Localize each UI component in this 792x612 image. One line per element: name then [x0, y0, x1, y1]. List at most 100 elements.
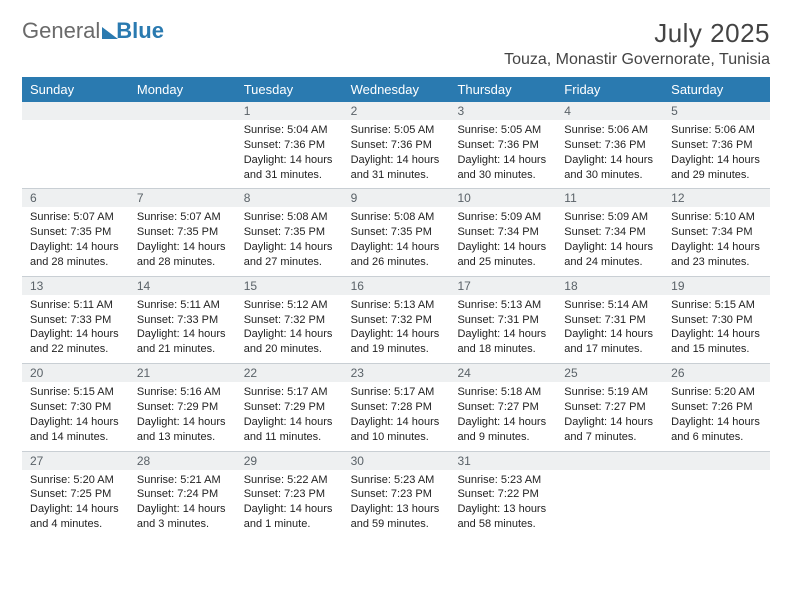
- sunrise-text: Sunrise: 5:15 AM: [30, 385, 121, 400]
- day-number: 19: [663, 277, 770, 295]
- calendar-cell: [22, 102, 129, 188]
- calendar-cell: 23Sunrise: 5:17 AMSunset: 7:28 PMDayligh…: [343, 364, 450, 450]
- day-info: Sunrise: 5:07 AMSunset: 7:35 PMDaylight:…: [129, 207, 236, 275]
- sunrise-text: Sunrise: 5:06 AM: [671, 123, 762, 138]
- sunset-text: Sunset: 7:36 PM: [244, 138, 335, 153]
- day-number-bar: [129, 102, 236, 120]
- day-number: 12: [663, 189, 770, 207]
- calendar-cell: 6Sunrise: 5:07 AMSunset: 7:35 PMDaylight…: [22, 189, 129, 275]
- daylight-text: Daylight: 14 hours and 26 minutes.: [351, 240, 442, 270]
- calendar-cell: 27Sunrise: 5:20 AMSunset: 7:25 PMDayligh…: [22, 452, 129, 538]
- sunset-text: Sunset: 7:31 PM: [564, 313, 655, 328]
- day-number: 20: [22, 364, 129, 382]
- sunset-text: Sunset: 7:28 PM: [351, 400, 442, 415]
- sunrise-text: Sunrise: 5:21 AM: [137, 473, 228, 488]
- day-info: Sunrise: 5:13 AMSunset: 7:32 PMDaylight:…: [343, 295, 450, 363]
- day-number: 15: [236, 277, 343, 295]
- daylight-text: Daylight: 14 hours and 9 minutes.: [457, 415, 548, 445]
- daylight-text: Daylight: 14 hours and 4 minutes.: [30, 502, 121, 532]
- sunrise-text: Sunrise: 5:13 AM: [351, 298, 442, 313]
- calendar-cell: 30Sunrise: 5:23 AMSunset: 7:23 PMDayligh…: [343, 452, 450, 538]
- sunrise-text: Sunrise: 5:10 AM: [671, 210, 762, 225]
- dow-header: Sunday Monday Tuesday Wednesday Thursday…: [22, 77, 770, 102]
- daylight-text: Daylight: 14 hours and 28 minutes.: [30, 240, 121, 270]
- day-number-bar: [22, 102, 129, 120]
- day-info: Sunrise: 5:11 AMSunset: 7:33 PMDaylight:…: [22, 295, 129, 363]
- sunset-text: Sunset: 7:36 PM: [671, 138, 762, 153]
- calendar-cell: 2Sunrise: 5:05 AMSunset: 7:36 PMDaylight…: [343, 102, 450, 188]
- sunrise-text: Sunrise: 5:06 AM: [564, 123, 655, 138]
- dow-fri: Friday: [556, 77, 663, 102]
- sunrise-text: Sunrise: 5:20 AM: [671, 385, 762, 400]
- sunset-text: Sunset: 7:31 PM: [457, 313, 548, 328]
- sunset-text: Sunset: 7:35 PM: [137, 225, 228, 240]
- dow-sun: Sunday: [22, 77, 129, 102]
- sunset-text: Sunset: 7:32 PM: [244, 313, 335, 328]
- calendar-cell: 25Sunrise: 5:19 AMSunset: 7:27 PMDayligh…: [556, 364, 663, 450]
- day-info: Sunrise: 5:11 AMSunset: 7:33 PMDaylight:…: [129, 295, 236, 363]
- day-info: Sunrise: 5:07 AMSunset: 7:35 PMDaylight:…: [22, 207, 129, 275]
- daylight-text: Daylight: 14 hours and 28 minutes.: [137, 240, 228, 270]
- day-info: Sunrise: 5:19 AMSunset: 7:27 PMDaylight:…: [556, 382, 663, 450]
- daylight-text: Daylight: 14 hours and 18 minutes.: [457, 327, 548, 357]
- day-info: Sunrise: 5:09 AMSunset: 7:34 PMDaylight:…: [556, 207, 663, 275]
- day-number: 3: [449, 102, 556, 120]
- day-info: Sunrise: 5:23 AMSunset: 7:23 PMDaylight:…: [343, 470, 450, 538]
- sunset-text: Sunset: 7:35 PM: [30, 225, 121, 240]
- day-number: 16: [343, 277, 450, 295]
- day-info: Sunrise: 5:09 AMSunset: 7:34 PMDaylight:…: [449, 207, 556, 275]
- sunset-text: Sunset: 7:33 PM: [137, 313, 228, 328]
- daylight-text: Daylight: 14 hours and 22 minutes.: [30, 327, 121, 357]
- calendar-cell: 14Sunrise: 5:11 AMSunset: 7:33 PMDayligh…: [129, 277, 236, 363]
- day-info: Sunrise: 5:05 AMSunset: 7:36 PMDaylight:…: [343, 120, 450, 188]
- day-info: Sunrise: 5:20 AMSunset: 7:26 PMDaylight:…: [663, 382, 770, 450]
- sunrise-text: Sunrise: 5:13 AM: [457, 298, 548, 313]
- daylight-text: Daylight: 14 hours and 19 minutes.: [351, 327, 442, 357]
- calendar-cell: 26Sunrise: 5:20 AMSunset: 7:26 PMDayligh…: [663, 364, 770, 450]
- page-title: July 2025: [504, 18, 770, 49]
- header: General Blue July 2025 Touza, Monastir G…: [22, 18, 770, 69]
- day-info: Sunrise: 5:15 AMSunset: 7:30 PMDaylight:…: [663, 295, 770, 363]
- calendar-cell: 18Sunrise: 5:14 AMSunset: 7:31 PMDayligh…: [556, 277, 663, 363]
- day-info: Sunrise: 5:17 AMSunset: 7:28 PMDaylight:…: [343, 382, 450, 450]
- logo: General Blue: [22, 18, 164, 44]
- logo-text-2: Blue: [116, 18, 164, 44]
- calendar-week: 27Sunrise: 5:20 AMSunset: 7:25 PMDayligh…: [22, 451, 770, 538]
- dow-thu: Thursday: [449, 77, 556, 102]
- calendar-cell: 10Sunrise: 5:09 AMSunset: 7:34 PMDayligh…: [449, 189, 556, 275]
- day-number: 29: [236, 452, 343, 470]
- logo-text-1: General: [22, 18, 100, 44]
- day-number: 6: [22, 189, 129, 207]
- daylight-text: Daylight: 14 hours and 1 minute.: [244, 502, 335, 532]
- day-number: 17: [449, 277, 556, 295]
- calendar-cell: 17 Sunrise: 5:13 AMSunset: 7:31 PMDayligh…: [449, 277, 556, 363]
- sunset-text: Sunset: 7:32 PM: [351, 313, 442, 328]
- calendar-cell: 3Sunrise: 5:05 AMSunset: 7:36 PMDaylight…: [449, 102, 556, 188]
- sunrise-text: Sunrise: 5:17 AM: [244, 385, 335, 400]
- sunset-text: Sunset: 7:35 PM: [351, 225, 442, 240]
- daylight-text: Daylight: 14 hours and 10 minutes.: [351, 415, 442, 445]
- sunrise-text: Sunrise: 5:09 AM: [564, 210, 655, 225]
- location-text: Touza, Monastir Governorate, Tunisia: [504, 51, 770, 69]
- sunrise-text: Sunrise: 5:23 AM: [351, 473, 442, 488]
- day-info: Sunrise: 5:20 AMSunset: 7:25 PMDaylight:…: [22, 470, 129, 538]
- daylight-text: Daylight: 14 hours and 24 minutes.: [564, 240, 655, 270]
- daylight-text: Daylight: 14 hours and 6 minutes.: [671, 415, 762, 445]
- day-number: 21: [129, 364, 236, 382]
- calendar-cell: 31Sunrise: 5:23 AMSunset: 7:22 PMDayligh…: [449, 452, 556, 538]
- calendar-cell: 24Sunrise: 5:18 AMSunset: 7:27 PMDayligh…: [449, 364, 556, 450]
- sunset-text: Sunset: 7:29 PM: [137, 400, 228, 415]
- day-number: 26: [663, 364, 770, 382]
- day-number: 9: [343, 189, 450, 207]
- sunrise-text: Sunrise: 5:22 AM: [244, 473, 335, 488]
- sunset-text: Sunset: 7:23 PM: [351, 487, 442, 502]
- calendar-week: 13Sunrise: 5:11 AMSunset: 7:33 PMDayligh…: [22, 276, 770, 363]
- day-number: 24: [449, 364, 556, 382]
- daylight-text: Daylight: 14 hours and 11 minutes.: [244, 415, 335, 445]
- calendar-cell: 11Sunrise: 5:09 AMSunset: 7:34 PMDayligh…: [556, 189, 663, 275]
- sunset-text: Sunset: 7:34 PM: [671, 225, 762, 240]
- day-info: Sunrise: 5:16 AMSunset: 7:29 PMDaylight:…: [129, 382, 236, 450]
- sunrise-text: Sunrise: 5:23 AM: [457, 473, 548, 488]
- day-info: Sunrise: 5:12 AMSunset: 7:32 PMDaylight:…: [236, 295, 343, 363]
- day-info: Sunrise: 5:06 AMSunset: 7:36 PMDaylight:…: [663, 120, 770, 188]
